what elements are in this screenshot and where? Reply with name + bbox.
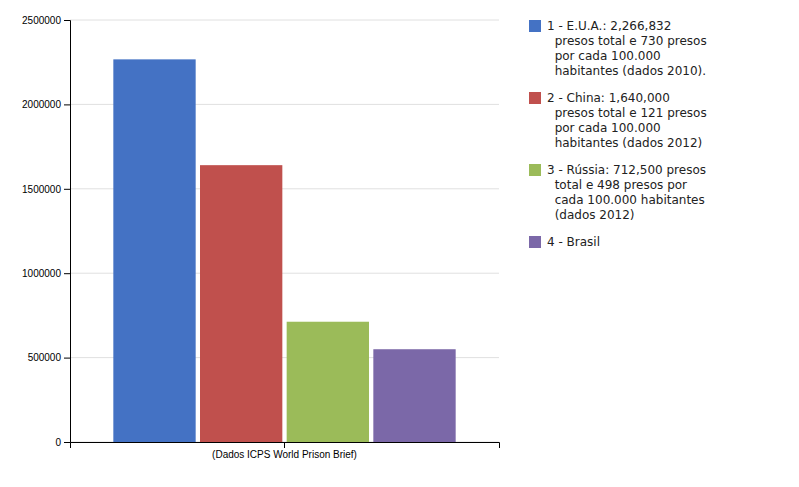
tick: 0: [55, 437, 70, 448]
tick-mark: [64, 358, 70, 359]
tick-mark: [64, 20, 70, 21]
axis-line: [64, 21, 71, 443]
tick-mark: [64, 189, 70, 190]
legend-item: 4 - Brasil: [529, 235, 600, 249]
tick-label: 2000000: [22, 99, 61, 110]
tick-label: (Dados ICPS World Prison Brief): [212, 449, 357, 460]
legend-swatch: [529, 236, 541, 248]
legend-item: 3 - Rússia: 712,500 presos total e 498 p…: [529, 163, 706, 222]
tick-mark: [284, 442, 285, 448]
tick-label: 2500000: [22, 15, 61, 26]
tick-label: 1000000: [22, 268, 61, 279]
grid: [70, 20, 499, 442]
tick-label: 500000: [28, 352, 62, 363]
tick-mark: [64, 442, 70, 443]
tick: 2000000: [22, 99, 70, 110]
legend-swatch: [529, 20, 541, 32]
legend-swatch: [529, 164, 541, 176]
bar: [200, 165, 282, 442]
tick-label: 0: [55, 437, 61, 448]
bar: [113, 59, 195, 442]
tick: (Dados ICPS World Prison Brief): [212, 442, 357, 460]
x-axis: (Dados ICPS World Prison Brief): [71, 442, 500, 460]
tick-label: 1500000: [22, 184, 61, 195]
legend-label: 1 - E.U.A.: 2,266,832 presos total e 730…: [547, 19, 707, 78]
legend-item: 1 - E.U.A.: 2,266,832 presos total e 730…: [529, 19, 707, 78]
axis-line: [71, 443, 500, 449]
tick: 500000: [28, 352, 70, 363]
legend: 1 - E.U.A.: 2,266,832 presos total e 730…: [529, 19, 707, 249]
tick: 1000000: [22, 268, 70, 279]
grid-line: [70, 20, 499, 21]
legend-label: 3 - Rússia: 712,500 presos total e 498 p…: [547, 163, 706, 222]
chart: 0 500000 1000000 1500000 2000000 2500000 (Dado…: [0, 0, 799, 487]
bar: [287, 322, 369, 442]
bar: [373, 349, 455, 442]
bars: [113, 59, 455, 442]
plot: 0 500000 1000000 1500000 2000000 2500000 (Dado…: [22, 15, 499, 460]
tick-mark: [64, 273, 70, 274]
legend-label: 4 - Brasil: [547, 235, 600, 249]
legend-item: 2 - China: 1,640,000 presos total e 121 …: [529, 91, 707, 150]
tick: 1500000: [22, 184, 70, 195]
y-axis: 0 500000 1000000 1500000 2000000 2500000: [22, 15, 70, 448]
legend-label: 2 - China: 1,640,000 presos total e 121 …: [547, 91, 707, 150]
legend-swatch: [529, 92, 541, 104]
tick-mark: [64, 104, 70, 105]
tick: 2500000: [22, 15, 70, 26]
